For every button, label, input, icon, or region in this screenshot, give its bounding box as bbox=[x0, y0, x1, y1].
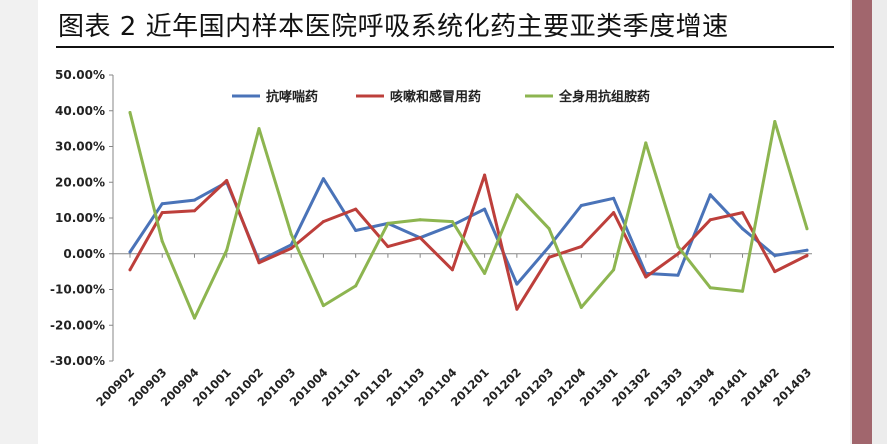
data-point bbox=[160, 239, 164, 243]
decorative-side-band bbox=[852, 0, 872, 444]
data-point bbox=[418, 218, 422, 222]
data-point bbox=[676, 252, 680, 256]
legend-label: 全身用抗组胺药 bbox=[558, 89, 650, 105]
data-point bbox=[805, 254, 809, 257]
y-tick-label: 40.00% bbox=[55, 104, 105, 118]
data-point bbox=[289, 232, 293, 236]
series-line-2 bbox=[128, 173, 809, 311]
data-point bbox=[128, 250, 132, 254]
data-point bbox=[708, 193, 712, 197]
y-tick-labels: -30.00% -20.00% -10.00% 0.00% 10.00% 20.00% 30… bbox=[50, 68, 105, 368]
chart-legend: 抗哮喘药 咳嗽和感冒用药 全身用抗组胺药 bbox=[232, 89, 650, 105]
data-point bbox=[128, 268, 132, 272]
data-point bbox=[515, 193, 519, 197]
data-point bbox=[289, 243, 293, 247]
data-point bbox=[450, 220, 454, 224]
chart-axes bbox=[109, 74, 812, 362]
y-tick-label: -10.00% bbox=[50, 283, 105, 297]
data-point bbox=[515, 282, 519, 286]
data-point bbox=[354, 229, 358, 232]
data-point bbox=[547, 227, 551, 231]
legend-item-2: 咳嗽和感冒用药 bbox=[356, 89, 481, 105]
data-point bbox=[386, 221, 390, 225]
data-point bbox=[160, 211, 164, 215]
y-tick-label: -30.00% bbox=[50, 354, 105, 368]
data-point bbox=[321, 304, 325, 308]
data-point bbox=[225, 248, 229, 252]
data-point bbox=[579, 245, 583, 249]
data-point bbox=[193, 209, 196, 213]
data-point bbox=[321, 177, 325, 181]
data-point bbox=[676, 273, 680, 277]
data-point bbox=[773, 120, 777, 123]
data-point bbox=[225, 179, 229, 182]
legend-item-1: 抗哮喘药 bbox=[232, 89, 318, 105]
series-line-3 bbox=[128, 111, 809, 320]
data-point bbox=[193, 316, 196, 320]
x-tick-labels: 2009022009032009042010012010022010032010… bbox=[93, 365, 814, 409]
data-point bbox=[708, 286, 712, 290]
data-point bbox=[805, 227, 809, 231]
data-point bbox=[644, 141, 648, 145]
data-point bbox=[708, 218, 712, 222]
data-point bbox=[547, 245, 551, 249]
data-point bbox=[612, 268, 616, 272]
series-lines bbox=[128, 111, 809, 320]
data-point bbox=[160, 202, 164, 206]
data-point bbox=[354, 284, 358, 288]
data-point bbox=[128, 111, 132, 114]
data-point bbox=[515, 307, 519, 311]
y-tick-label: -20.00% bbox=[50, 318, 105, 332]
data-point bbox=[579, 305, 583, 309]
y-tick-label: 0.00% bbox=[63, 247, 105, 261]
data-point bbox=[321, 220, 325, 224]
legend-label: 抗哮喘药 bbox=[266, 89, 318, 105]
data-point bbox=[773, 270, 777, 274]
data-point bbox=[741, 211, 744, 215]
data-point bbox=[676, 245, 680, 249]
data-point bbox=[257, 261, 261, 265]
data-point bbox=[257, 127, 261, 131]
data-point bbox=[579, 204, 583, 207]
data-point bbox=[773, 254, 777, 257]
data-point bbox=[612, 196, 616, 200]
data-point bbox=[741, 289, 744, 293]
data-point bbox=[612, 211, 616, 215]
legend-label: 咳嗽和感冒用药 bbox=[390, 89, 481, 105]
data-point bbox=[450, 268, 454, 272]
data-point bbox=[805, 248, 809, 252]
data-point bbox=[483, 207, 487, 211]
y-tick-label: 50.00% bbox=[55, 68, 105, 82]
data-point bbox=[483, 173, 487, 177]
data-point bbox=[289, 246, 293, 250]
data-point bbox=[483, 271, 487, 275]
data-point bbox=[741, 227, 744, 231]
legend-item-3: 全身用抗组胺药 bbox=[525, 89, 650, 105]
page-edge bbox=[872, 0, 887, 444]
data-point bbox=[547, 255, 551, 259]
data-point bbox=[386, 245, 390, 249]
data-point bbox=[644, 275, 648, 279]
data-point bbox=[418, 236, 422, 240]
title-underline bbox=[56, 46, 834, 48]
data-point bbox=[193, 198, 196, 202]
data-point bbox=[354, 207, 358, 211]
y-tick-label: 30.00% bbox=[55, 140, 105, 154]
y-tick-label: 10.00% bbox=[55, 211, 105, 225]
y-tick-label: 20.00% bbox=[55, 175, 105, 189]
figure-title: 图表 2 近年国内样本医院呼吸系统化药主要亚类季度增速 bbox=[58, 12, 729, 42]
